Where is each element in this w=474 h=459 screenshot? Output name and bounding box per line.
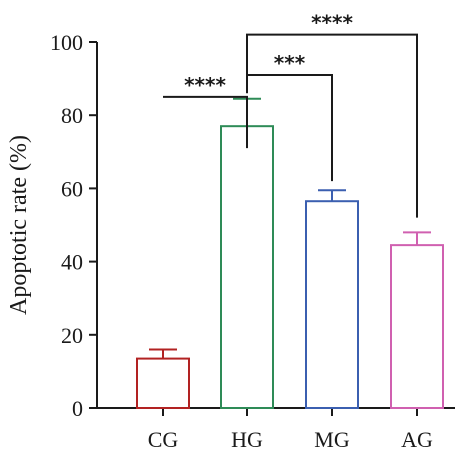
y-tick-label: 20 [61,323,83,348]
significance-label: **** [311,11,353,35]
y-axis-title: Apoptotic rate (%) [6,135,32,315]
x-tick-label-hg: HG [231,427,263,452]
bars [136,97,444,410]
y-tick-label: 80 [61,103,83,128]
significance-label: *** [274,51,306,75]
significance-bracket [163,95,248,149]
y-tick-label: 100 [50,30,83,55]
bar-ag [390,244,444,409]
bar-hg [220,125,274,410]
significance-label: **** [184,73,226,97]
y-tick-label: 0 [72,396,83,421]
bar-cg [136,357,190,409]
x-tick-label-mg: MG [314,427,350,452]
x-tick-label-ag: AG [401,427,433,452]
y-tick-label: 40 [61,250,83,275]
significance-bracket [246,33,418,218]
significance-brackets: *********** [163,11,418,218]
x-tick-label-cg: CG [148,427,179,452]
y-tick-label: 60 [61,176,83,201]
bar-mg [305,200,359,409]
axes: 0 20 40 60 80 100 CG HG MG AG [50,30,455,452]
